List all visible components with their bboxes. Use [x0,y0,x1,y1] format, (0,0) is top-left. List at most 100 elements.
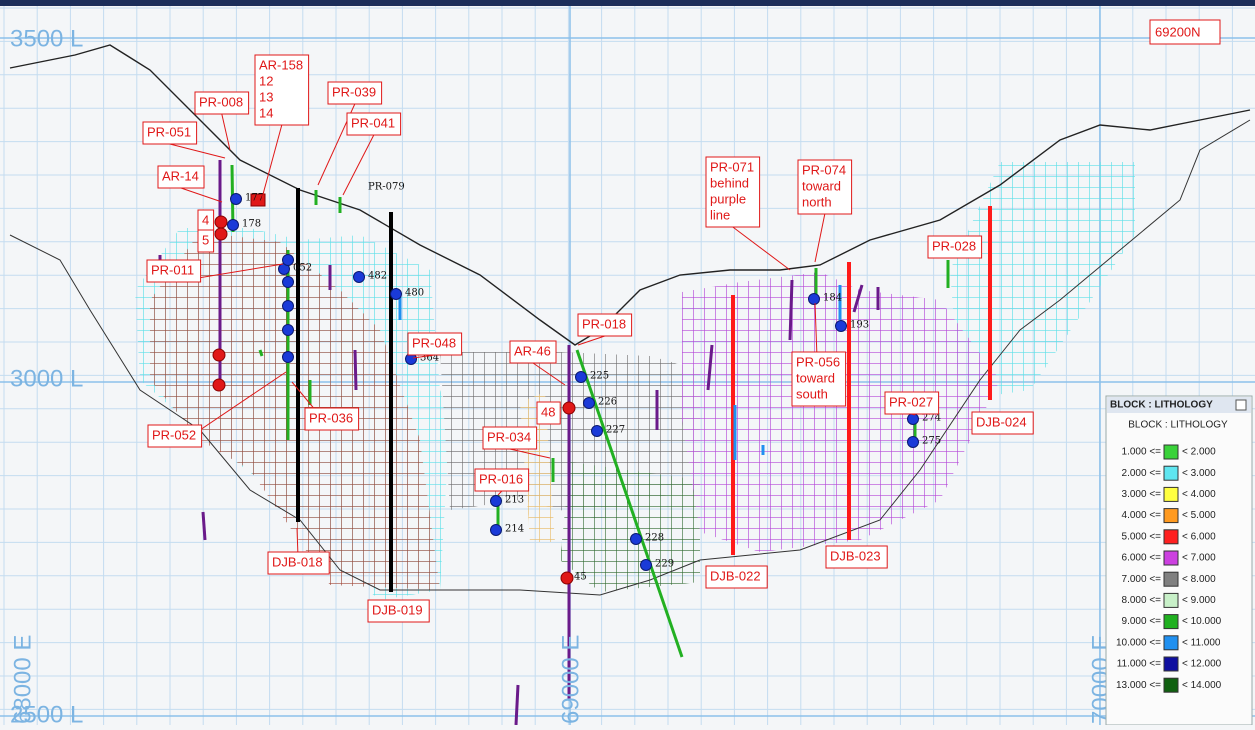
hole-label: 177 [245,193,264,204]
callout-text: AR-14 [162,168,199,183]
callout-text: AR-158 [259,57,303,72]
callout-box [705,565,768,589]
legend-to: < 11.000 [1182,637,1221,648]
callout-box [304,407,360,431]
easting-label: 68000 E [9,635,36,724]
legend-to: < 4.000 [1182,489,1216,500]
hole-label: PR-079 [368,182,405,193]
hole-marker [282,300,294,312]
legend-from: 6.000 <= [1122,553,1162,564]
legend-to: < 14.000 [1182,680,1222,691]
drill-hole [706,344,714,391]
callout-arrow [261,124,283,199]
callout-box [577,313,633,337]
legend-title: BLOCK : LITHOLOGY [1110,400,1213,411]
topography [9,44,1251,346]
legend-to: < 6.000 [1182,531,1216,542]
legend-swatch [1163,677,1179,693]
callout-text: PR-036 [309,410,353,425]
callout-text: south [796,386,828,401]
block-brown [150,232,440,590]
drill-hole [788,279,794,341]
hole-label: 052 [293,263,312,274]
callout-box [147,424,203,448]
callout-arrow [169,143,226,159]
hole-marker [282,254,294,266]
callout-box [407,332,463,356]
legend-swatch [1163,550,1179,566]
drill-hole [852,284,864,313]
close-button [1235,399,1247,411]
sample-marker [212,378,226,392]
callout-box [971,411,1034,435]
callout-box [705,156,761,228]
hole-marker [907,436,919,448]
legend-swatch [1163,444,1179,460]
level-label: 2500 L [10,701,83,725]
callout-text: line [710,207,730,222]
hole-marker [227,219,239,231]
callout-arrow [732,226,791,271]
callout-box [482,426,538,450]
callout-box [267,551,330,575]
easting-label: 69000 E [557,635,584,724]
legend-to: < 10.000 [1182,616,1222,627]
block-cyan [950,162,1135,400]
hole-marker [353,271,365,283]
callout-text: DJB-019 [372,602,423,617]
callout-text: PR-048 [412,335,456,350]
hole-label: 228 [645,533,664,544]
legend-from: 5.000 <= [1122,531,1162,542]
section-label: 69200N [1155,24,1201,39]
hole-label: 184 [823,293,842,304]
callout-box [884,391,940,415]
sample-marker [562,401,576,415]
legend: BLOCK : LITHOLOGY BLOCK : LITHOLOGY 1.000 … [1105,395,1253,726]
legend-from: 8.000 <= [1122,595,1162,606]
callout-text: PR-018 [582,316,626,331]
legend-to: < 3.000 [1182,468,1216,479]
sample-marker [560,571,574,585]
legend-swatch [1163,529,1179,545]
block-purple [682,272,1000,552]
callout-box [254,54,310,126]
legend-swatch [1163,571,1179,587]
callout-arrow [577,335,605,346]
legend-to: < 2.000 [1182,447,1216,458]
hole-label: 225 [590,371,609,382]
pit-shell [9,119,1251,596]
legend-swatch [1163,635,1179,651]
callout-box [197,229,215,253]
sample-marker [250,193,266,207]
callout-text: PR-051 [147,124,191,139]
hole-marker [630,533,642,545]
legend-swatch [1163,486,1179,502]
legend-to: < 8.000 [1182,574,1216,585]
legend-swatch [1163,656,1179,672]
callout-text: 4 [202,212,209,227]
level-label: 3000 L [10,365,83,392]
callout-text: PR-056 [796,354,840,369]
hole-label: 193 [850,320,869,331]
drill-hole [201,511,207,541]
callout-text: 14 [259,105,273,120]
hole-label: 213 [505,495,524,506]
hole-marker [282,324,294,336]
callout-box [327,81,383,105]
legend-to: < 9.000 [1182,595,1216,606]
legend-to: < 12.000 [1182,659,1222,670]
hole-marker [490,524,502,536]
legend-from: 4.000 <= [1122,510,1162,521]
callout-text: PR-071 [710,159,754,174]
callout-text: PR-039 [332,84,376,99]
hole-label: 482 [368,271,387,282]
hole-marker [282,276,294,288]
callout-box [509,340,557,364]
legend-from: 3.000 <= [1122,489,1162,500]
callout-text: 48 [541,404,555,419]
sample-marker [214,227,228,241]
callout-box [797,159,853,215]
